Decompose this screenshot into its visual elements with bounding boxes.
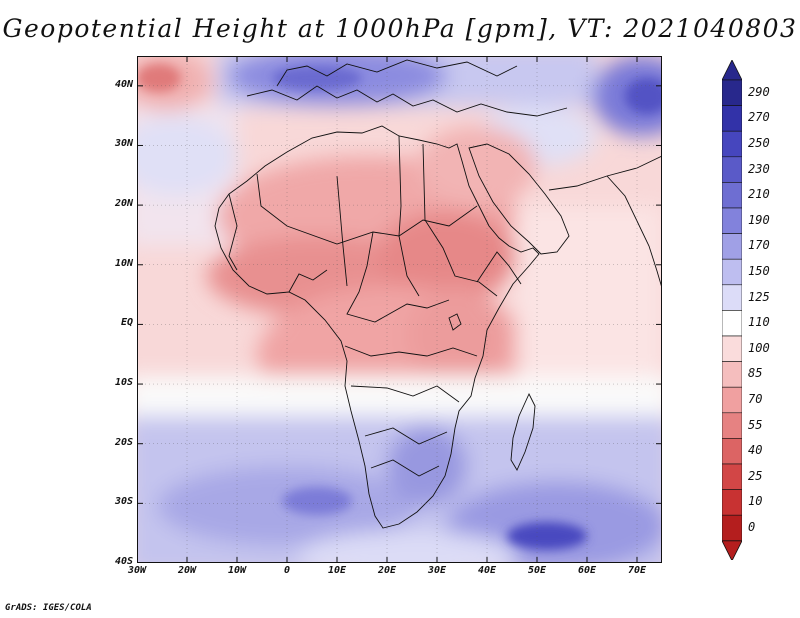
colorbar-label: 25 [748, 468, 763, 483]
lat-label: 40N [114, 78, 133, 90]
lat-label: 30S [114, 496, 133, 508]
colorbar [722, 60, 742, 560]
colorbar-label: 190 [748, 212, 770, 227]
colorbar-cell [722, 386, 742, 414]
colorbar-bottom-arrow [722, 540, 742, 560]
colorbar-label: 150 [748, 264, 770, 278]
colorbar-label: 170 [748, 238, 770, 253]
colorbar-cell [722, 412, 742, 439]
lon-label: 10W [227, 565, 247, 576]
colorbar-label: 100 [748, 340, 770, 355]
colorbar-label: 70 [748, 392, 763, 406]
lat-label: 10N [114, 257, 133, 269]
colorbar-label: 230 [748, 161, 770, 176]
lon-label: 70E [627, 565, 647, 576]
colorbar-label: 110 [748, 315, 770, 330]
colorbar-label: 55 [748, 417, 763, 432]
colorbar-label: 85 [748, 366, 763, 381]
colorbar-cell [722, 233, 742, 260]
chart-title: Geopotential Height at 1000hPa [gpm], VT… [2, 14, 798, 43]
colorbar-cell [722, 310, 742, 337]
lat-label: 40S [114, 556, 133, 567]
colorbar-cell [722, 514, 742, 542]
lon-label: 30W [127, 565, 147, 576]
colorbar-cell [722, 258, 742, 286]
colorbar-cell [722, 463, 742, 490]
colorbar-label: 210 [748, 187, 770, 202]
colorbar-cell [722, 130, 742, 158]
map-plot [137, 56, 662, 563]
colorbar-cell [722, 361, 742, 388]
lon-label: 30E [427, 565, 447, 576]
colorbar-cell [722, 156, 742, 183]
lat-label: 10S [114, 377, 133, 389]
lon-label: 20W [177, 565, 197, 576]
colorbar-top-arrow [722, 60, 742, 81]
colorbar-label: 290 [748, 84, 770, 99]
lon-label: 60E [577, 565, 597, 576]
colorbar-cell [722, 182, 742, 209]
colorbar-label: 0 [748, 520, 756, 534]
colorbar-label: 250 [748, 136, 770, 150]
coastlines [214, 59, 662, 529]
colorbar-cell [722, 284, 742, 311]
colorbar-label: 40 [748, 443, 763, 458]
colorbar-cell [722, 489, 742, 516]
colorbar-cell [722, 438, 742, 465]
lat-label: 30N [114, 138, 133, 150]
grads-credit: GrADS: IGES/COLA [5, 603, 92, 613]
lat-label: 20N [114, 198, 133, 210]
colorbar-cell [722, 207, 742, 234]
lon-label: 20E [377, 565, 397, 576]
lon-label: 10E [327, 565, 347, 576]
lon-label: 40E [477, 565, 497, 576]
colorbar-label: 125 [748, 289, 770, 304]
colorbar-cell [722, 335, 742, 362]
colorbar-cell [722, 79, 742, 106]
colorbar-label: 10 [748, 494, 763, 509]
lat-label: EQ [120, 317, 133, 329]
lon-label: 50E [527, 565, 547, 576]
lat-label: 20S [114, 436, 133, 448]
colorbar-label: 270 [748, 110, 770, 125]
lon-label: 0 [283, 565, 291, 576]
colorbar-cell [722, 105, 742, 132]
map-frame [137, 56, 662, 563]
